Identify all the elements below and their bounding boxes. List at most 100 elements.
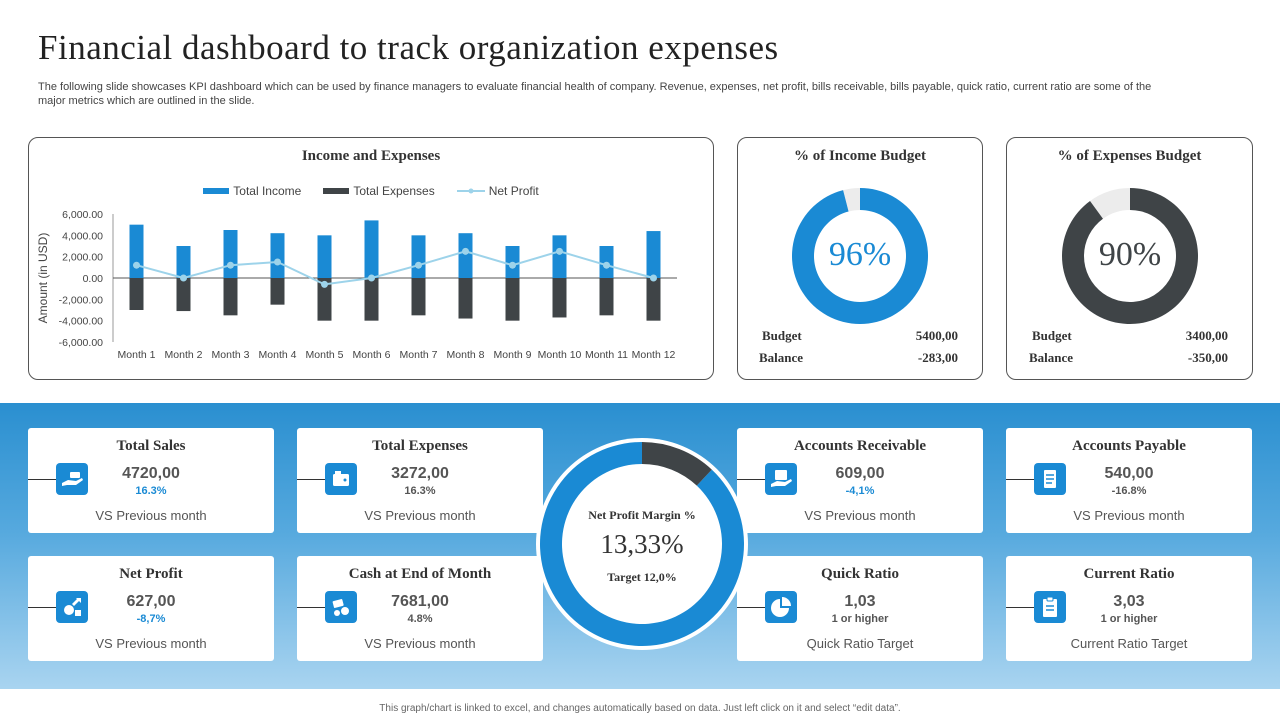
expenses-budget-remaining-slice	[1090, 188, 1130, 219]
x-tick-label: Month 12	[632, 349, 676, 361]
bar-total-expenses	[505, 278, 520, 321]
card-footnote: VS Previous month	[95, 636, 207, 651]
income-balance-label: Balance	[759, 350, 804, 365]
card-value: 540,00	[1104, 465, 1154, 482]
card-footnote: VS Previous month	[364, 636, 476, 651]
expenses-budget-donut	[1062, 188, 1198, 324]
net-profit-point	[603, 261, 610, 269]
card-change: 16.3%	[135, 485, 167, 497]
net-profit-point	[368, 274, 375, 282]
wallet-icon	[325, 463, 357, 495]
card-value: 3272,00	[391, 465, 449, 482]
card-value: 3,03	[1113, 593, 1145, 610]
expenses-budget-achieved-slice	[1062, 188, 1198, 324]
card-total-expenses: Total Expenses 3272,00 16.3% VS Previous…	[297, 428, 543, 533]
connector-line	[28, 479, 56, 480]
hand-receive-icon	[765, 463, 797, 495]
x-tick-label: Month 1	[118, 349, 156, 361]
card-total-sales: Total Sales 4720,00 16.3% VS Previous mo…	[28, 428, 274, 533]
chart-legend: Total Income Total Expenses Net Profit	[29, 184, 713, 198]
x-tick-label: Month 9	[494, 349, 532, 361]
card-title: Net Profit	[119, 566, 183, 582]
bar-total-expenses	[599, 278, 614, 316]
bar-total-expenses	[176, 278, 191, 312]
bar-total-expenses	[270, 278, 285, 305]
bar-total-income	[223, 230, 238, 278]
net-profit-margin-value: 13,33%	[600, 529, 684, 559]
card-change: 4.8%	[407, 613, 433, 625]
net-profit-line	[136, 250, 654, 286]
legend-label-income: Total Income	[233, 184, 302, 198]
x-tick-label: Month 11	[585, 349, 628, 361]
income-budget-value: 5400,00	[915, 328, 958, 343]
expenses-budget-label: Budget	[1032, 328, 1072, 343]
expenses-balance-value: -350,00	[1187, 350, 1228, 365]
net-profit-margin-widget: Net Profit Margin % 13,33% Target 12,0%	[536, 438, 748, 650]
net-profit-point	[321, 280, 328, 288]
legend-total-income: Total Income	[203, 184, 301, 198]
card-change: -8,7%	[136, 613, 166, 625]
bar-total-expenses	[646, 278, 661, 321]
footer-note: This graph/chart is linked to excel, and…	[379, 703, 901, 714]
bar-total-income	[317, 235, 332, 278]
card-title: Quick Ratio	[821, 566, 899, 582]
income-balance-value: -283,00	[917, 350, 958, 365]
page-subtitle: The following slide showcases KPI dashbo…	[38, 81, 1152, 107]
net-profit-point	[133, 261, 140, 269]
card-title: Total Sales	[116, 438, 186, 454]
net-profit-point	[509, 261, 516, 269]
connector-line	[28, 607, 56, 608]
card-current-ratio: Current Ratio 3,03 1 or higher Current R…	[1006, 556, 1252, 661]
bar-total-expenses	[552, 278, 567, 318]
bar-total-income	[411, 235, 426, 278]
income-expenses-panel: Income and Expenses Total Income Total E…	[28, 137, 714, 380]
legend-net-profit: Net Profit	[456, 184, 539, 198]
connector-line	[1006, 479, 1034, 480]
income-budget-remaining-slice	[843, 188, 860, 212]
bar-total-expenses	[458, 278, 473, 319]
card-cash-end-month: Cash at End of Month 7681,00 4.8% VS Pre…	[297, 556, 543, 661]
x-tick-label: Month 5	[306, 349, 344, 361]
card-footnote: Quick Ratio Target	[806, 636, 914, 651]
y-axis-label: Amount (in USD)	[36, 233, 50, 324]
card-value: 627,00	[126, 593, 176, 610]
bar-total-income	[176, 246, 191, 278]
net-profit-point	[462, 247, 469, 255]
y-tick-label: 6,000.00	[62, 209, 103, 221]
x-tick-label: Month 8	[447, 349, 485, 361]
x-tick-label: Month 2	[165, 349, 203, 361]
expenses-budget-panel: % of Expenses Budget 90% Budget 3400,00 …	[1006, 137, 1253, 380]
expenses-balance-label: Balance	[1029, 350, 1074, 365]
y-tick-label: 2,000.00	[62, 252, 103, 264]
net-profit-margin-donut	[540, 442, 744, 646]
card-quick-ratio: Quick Ratio 1,03 1 or higher Quick Ratio…	[737, 556, 983, 661]
bar-total-expenses	[129, 278, 144, 310]
y-tick-label: -4,000.00	[59, 316, 104, 328]
net-profit-point	[556, 247, 563, 255]
profit-growth-icon	[56, 591, 88, 623]
bar-total-expenses	[364, 278, 379, 321]
bar-total-expenses	[317, 278, 332, 321]
net-profit-point	[274, 258, 281, 266]
card-accounts-payable: Accounts Payable 540,00 -16.8% VS Previo…	[1006, 428, 1252, 533]
card-title: Accounts Payable	[1072, 438, 1186, 454]
net-profit-margin-label: Net Profit Margin %	[588, 508, 696, 522]
card-accounts-receivable: Accounts Receivable 609,00 -4,1% VS Prev…	[737, 428, 983, 533]
net-profit-point	[227, 261, 234, 269]
card-footnote: VS Previous month	[364, 508, 476, 523]
card-value: 4720,00	[122, 465, 180, 482]
card-target: 1 or higher	[1100, 613, 1158, 625]
net-profit-margin-target: Target 12,0%	[607, 570, 677, 584]
card-value: 609,00	[835, 465, 885, 482]
x-tick-label: Month 3	[212, 349, 250, 361]
card-footnote: VS Previous month	[95, 508, 207, 523]
bar-total-income	[270, 233, 285, 278]
hand-money-icon	[56, 463, 88, 495]
bar-total-income	[458, 233, 473, 278]
y-tick-label: -6,000.00	[59, 337, 104, 349]
connector-line	[297, 607, 325, 608]
net-profit-point	[415, 261, 422, 269]
connector-line	[297, 479, 325, 480]
card-title: Accounts Receivable	[793, 438, 927, 454]
connector-line	[1006, 607, 1034, 608]
